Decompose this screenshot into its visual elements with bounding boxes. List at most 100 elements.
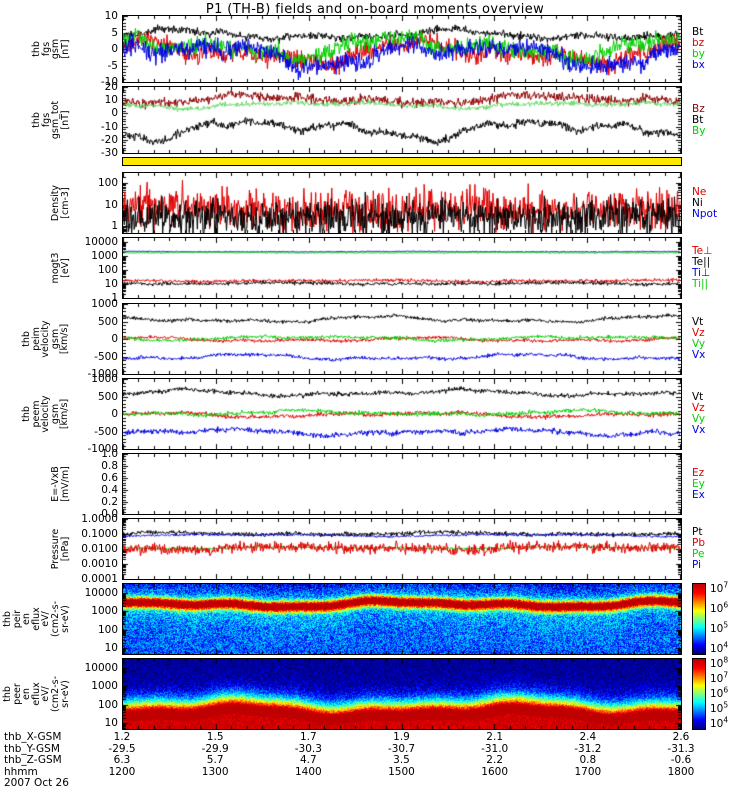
colorbar-canvas-peer-eflux (693, 659, 705, 729)
legend-fgs-gsm: Bt bz by bx (692, 27, 705, 71)
legend-density: Ne Ni Npot (692, 185, 717, 220)
plot-canvas-peim-velocity (123, 304, 681, 374)
yaxis-label-fgs-gse: thb fgs gsm_tot [nT] (30, 100, 71, 140)
colorbar-tick-peer-eflux-4: 104 (710, 715, 729, 730)
panel-density (122, 172, 682, 234)
legend-item-fgs-gsm-3: bx (692, 59, 705, 71)
legend-item-peim-velocity-0: Vt (692, 316, 704, 328)
legend-item-efield-0: Ez (692, 466, 705, 479)
legend-peem-velocity: Vt Vz Vy Vx (692, 392, 705, 436)
bottom-value-thb_X-GSM-5: 2.4 (579, 731, 597, 743)
panel-efield (122, 453, 682, 515)
ytick-efield-3: 0.4 (101, 484, 118, 496)
bottom-value-hhmm-3: 1500 (388, 765, 415, 778)
legend-item-fgs-gsm-1: bz (692, 37, 705, 49)
legend-item-density-0: Ne (692, 185, 707, 198)
bottom-value-thb_Z-GSM-2: 4.7 (299, 754, 317, 766)
ytick-peim-velocity-3: -500 (94, 350, 118, 363)
legend-item-peim-velocity-2: Vy (692, 338, 706, 350)
yaxis-label-peir-eflux: thb peir en eflux eV/(cm2-s-sr-eV) (1, 600, 71, 638)
bottom-value-hhmm-4: 1600 (481, 765, 509, 778)
ytick-efield-4: 0.2 (101, 496, 118, 508)
legend-item-efield-1: Ey (692, 477, 705, 490)
yaxis-label-efield: E=-VxB [mV/m] (49, 466, 71, 502)
bottom-value-thb_Y-GSM-1: -29.9 (201, 742, 229, 755)
spectrogram-canvas-peer-eflux (123, 659, 681, 729)
bottom-value-hhmm-2: 1400 (294, 765, 322, 778)
ytick-labels-peer-eflux: 10000 1000 100 10 (76, 658, 118, 730)
ytick-fgs-gse-0: 20 (104, 81, 118, 93)
ytick-peem-velocity-3: -500 (94, 425, 118, 438)
ytick-efield-2: 0.6 (101, 472, 118, 484)
bottom-value-thb_X-GSM-0: 1.2 (113, 731, 131, 743)
legend-fgs-gse: Bz Bt By (692, 102, 705, 137)
ytick-labels-pressure: 1.0000 0.1000 0.0100 0.0010 0.0001 (76, 514, 118, 585)
ytick-density-1: 10 (104, 198, 118, 211)
bottom-value-thb_Z-GSM-1: 5.7 (206, 754, 224, 766)
legend-item-fgs-gse-0: Bz (692, 102, 705, 115)
colorbar-tick-peir-eflux-2: 105 (710, 620, 729, 635)
ytick-temperature-1: 1000 (91, 250, 118, 263)
plot-canvas-temperature (123, 238, 681, 298)
ytick-temperature-2: 100 (97, 264, 118, 277)
bottom-value-hhmm-5: 1700 (574, 765, 602, 778)
colorbar-tick-peir-eflux-1: 106 (710, 600, 729, 615)
yaxis-label-peim-velocity: thb peim velocity gsm [km/s] (21, 320, 71, 358)
ytick-temperature-0: 10000 (84, 236, 118, 249)
colorbar-tick-peir-eflux-0: 107 (710, 580, 729, 595)
ytick-fgs-gsm-3: -5 (107, 59, 118, 72)
ytick-labels-peim-velocity: 1000 500 0 -500 -1000 (76, 299, 118, 380)
ytick-peir-eflux-2: 100 (97, 623, 118, 636)
legend-item-peem-velocity-3: Vx (692, 424, 706, 436)
ytick-fgs-gse-5: -30 (100, 147, 118, 159)
bottom-row-label-thb_X-GSM: thb_X-GSM (4, 731, 62, 743)
bottom-value-thb_Y-GSM-6: -31.3 (667, 742, 695, 755)
bottom-axis-column-6: 2.6 -31.3 -0.6 1800 (651, 731, 711, 778)
ytick-pressure-2: 0.0100 (81, 543, 118, 555)
ytick-peer-eflux-0: 10000 (84, 661, 118, 674)
legend-pressure: Pt Pb Pe Pi (692, 527, 705, 571)
legend-item-density-1: Ni (692, 196, 703, 209)
ytick-efield-5: 0.0 (101, 508, 118, 520)
bottom-value-thb_X-GSM-1: 1.5 (206, 731, 224, 743)
ytick-temperature-3: 10 (104, 278, 118, 291)
ytick-fgs-gsm-4: -10 (100, 76, 118, 88)
ytick-peir-eflux-1: 1000 (91, 605, 118, 618)
spectrogram-peer-eflux (122, 658, 682, 730)
legend-temperature: Te⊥ Te|| Ti⊥ Ti|| (692, 246, 712, 290)
ytick-pressure-0: 1.0000 (81, 513, 118, 525)
panel-peim-velocity (122, 303, 682, 375)
ytick-peer-eflux-2: 100 (97, 698, 118, 711)
ytick-peim-velocity-2: 0 (111, 333, 118, 345)
ytick-pressure-3: 0.0010 (81, 558, 118, 570)
ytick-labels-fgs-gse: 20 10 0 -10 -20 -30 (76, 82, 118, 159)
ytick-peer-eflux-1: 1000 (91, 680, 118, 693)
state-bar-panel (122, 157, 682, 166)
bottom-value-thb_Y-GSM-3: -30.7 (387, 742, 416, 755)
panel-fgs-gse (122, 86, 682, 154)
spectrogram-canvas-peir-eflux (123, 584, 681, 654)
ytick-peir-eflux-3: 10 (104, 642, 118, 655)
legend-item-temperature-2: Ti⊥ (692, 267, 711, 279)
colorbar-peir-eflux (692, 583, 706, 655)
bottom-value-thb_Z-GSM-4: 2.2 (486, 754, 503, 766)
colorbar-peer-eflux (692, 658, 706, 730)
ytick-pressure-1: 0.1000 (81, 528, 118, 540)
colorbar-tick-peer-eflux-0: 108 (710, 655, 729, 670)
ytick-pressure-4: 0.0001 (81, 573, 118, 585)
ytick-peem-velocity-1: 500 (97, 390, 118, 403)
bottom-value-thb_Y-GSM-5: -31.2 (574, 742, 602, 755)
bottom-value-thb_Z-GSM-6: -0.6 (670, 754, 692, 766)
bottom-value-thb_Z-GSM-5: 0.8 (579, 754, 597, 766)
bottom-value-thb_X-GSM-6: 2.6 (672, 731, 690, 743)
bottom-axis-column-0: 1.2 -29.5 6.3 1200 (92, 731, 152, 778)
ytick-fgs-gse-1: 10 (104, 94, 118, 107)
ytick-peim-velocity-4: -1000 (87, 368, 118, 380)
legend-efield: Ez Ey Ex (692, 466, 705, 501)
spectrogram-peir-eflux (122, 583, 682, 655)
ytick-temperature-4: 1 (111, 292, 118, 304)
bottom-axis-column-2: 1.7 -30.3 4.7 1400 (278, 731, 338, 778)
legend-peim-velocity: Vt Vz Vy Vx (692, 317, 705, 361)
legend-item-peem-velocity-1: Vz (692, 402, 705, 414)
panel-fgs-gsm (122, 15, 682, 83)
